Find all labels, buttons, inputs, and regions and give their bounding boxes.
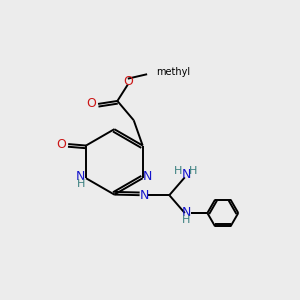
Text: H: H xyxy=(76,178,85,189)
Text: N: N xyxy=(182,206,191,219)
Text: O: O xyxy=(57,138,67,151)
Text: H: H xyxy=(189,166,197,176)
Text: N: N xyxy=(143,170,152,183)
Text: O: O xyxy=(87,98,97,110)
Text: H: H xyxy=(174,166,182,176)
Text: N: N xyxy=(182,169,191,182)
Text: O: O xyxy=(123,74,133,88)
Text: N: N xyxy=(76,170,86,183)
Text: H: H xyxy=(182,214,190,224)
Text: methyl: methyl xyxy=(157,67,191,77)
Text: N: N xyxy=(140,189,149,202)
